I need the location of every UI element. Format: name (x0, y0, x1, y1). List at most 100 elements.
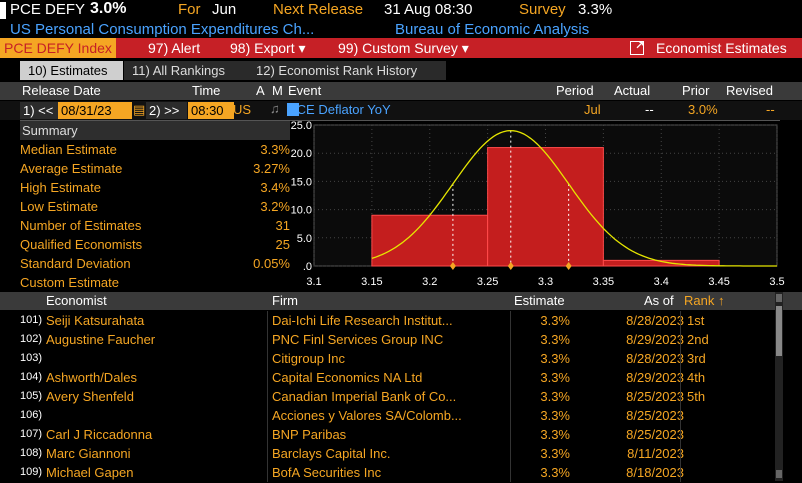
table-row[interactable]: 102) Augustine Faucher PNC Finl Services G… (20, 330, 772, 349)
col-prior[interactable]: Prior (682, 83, 710, 98)
as-of-date: 8/18/2023 (626, 465, 684, 480)
distribution-svg: .0 5.0 10.0 15.0 20.0 25.0 3.1 3.15 3.2 3.25 3.3 3.… (291, 120, 785, 288)
col-m[interactable]: M (272, 83, 283, 98)
col-rank[interactable]: Rank ↑ (684, 293, 725, 308)
firm-name[interactable]: Capital Economics NA Ltd (272, 370, 423, 385)
table-row[interactable]: 105) Avery Shenfeld Canadian Imperial Bank… (20, 387, 772, 406)
firm-name[interactable]: Dai-Ichi Life Research Institut... (272, 313, 453, 328)
firm-name[interactable]: BNP Paribas (272, 427, 347, 442)
tab-economist-rank-history[interactable]: 12) Economist Rank History (248, 61, 446, 80)
row-number[interactable]: 102) (20, 333, 43, 345)
economist-estimates-link[interactable]: Economist Estimates (656, 40, 787, 56)
table-row[interactable]: 104) Ashworth/Dales Capital Economics NA L… (20, 368, 772, 387)
firm-name[interactable]: BofA Securities Inc (272, 465, 382, 480)
row-number[interactable]: 107) (20, 428, 43, 440)
security-header: PCE DEFY 3.0% For Jun Next Release 31 Au… (0, 0, 802, 21)
export-button[interactable]: 98) Export ▾ (230, 40, 306, 56)
table-scrollbar[interactable] (775, 292, 783, 481)
row-number[interactable]: 103) (20, 352, 43, 364)
table-row[interactable]: 106) Acciones y Valores SA/Colomb... 3.3% 8… (20, 406, 772, 425)
economist-name[interactable]: Marc Giannoni (46, 446, 131, 461)
scroll-up-arrow[interactable] (776, 294, 782, 302)
column-divider (510, 406, 511, 425)
survey-value: 3.3% (578, 1, 613, 18)
rank-value: 2nd (687, 332, 709, 347)
economist-name[interactable]: Avery Shenfeld (46, 389, 134, 404)
economist-name[interactable]: Carl J Riccadonna (46, 427, 153, 442)
estimate-value: 3.3% (540, 427, 570, 442)
row-number[interactable]: 106) (20, 409, 43, 421)
table-row[interactable]: 107) Carl J Riccadonna BNP Paribas 3.3% 8/25… (20, 425, 772, 444)
subtitle-bar: US Personal Consumption Expenditures Ch.… (0, 21, 802, 38)
estimate-value: 3.3% (540, 465, 570, 480)
y-tick-label: .0 (303, 261, 312, 273)
event-name[interactable]: PCE Deflator YoY (288, 102, 391, 117)
table-row[interactable]: 108) Marc Giannoni Barclays Capital Inc. 3.… (20, 444, 772, 463)
column-divider (510, 330, 511, 349)
event-header: Release Date Time A M Event Period Actua… (0, 82, 802, 100)
next-release-button[interactable]: 2) >> (146, 102, 187, 119)
row-number[interactable]: 105) (20, 390, 43, 402)
row-number[interactable]: 101) (20, 314, 43, 326)
col-economist[interactable]: Economist (46, 293, 107, 308)
firm-name[interactable]: Citigroup Inc (272, 351, 345, 366)
col-a[interactable]: A (256, 83, 265, 98)
custom-survey-button[interactable]: 99) Custom Survey ▾ (338, 40, 469, 56)
table-row[interactable]: 103) Citigroup Inc 3.3% 8/28/2023 3rd (20, 349, 772, 368)
event-checkbox[interactable] (287, 103, 299, 116)
tab-estimates[interactable]: 10) Estimates (20, 61, 123, 80)
economist-name[interactable]: Michael Gapen (46, 465, 134, 480)
economist-name[interactable]: Seiji Katsurahata (46, 313, 145, 328)
col-revised[interactable]: Revised (726, 83, 773, 98)
table-row[interactable]: 109) Michael Gapen BofA Securities Inc 3.3%… (20, 463, 772, 482)
col-estimate[interactable]: Estimate (514, 293, 565, 308)
security-field[interactable]: PCE DEFY Index (0, 38, 116, 58)
bell-icon[interactable]: ♫ (270, 101, 280, 116)
y-tick-label: 20.0 (291, 148, 312, 160)
x-tick-label: 3.15 (361, 276, 382, 288)
column-divider (680, 311, 681, 330)
col-firm[interactable]: Firm (272, 293, 298, 308)
table-row[interactable]: 101) Seiji Katsurahata Dai-Ichi Life Resea… (20, 311, 772, 330)
col-actual[interactable]: Actual (614, 83, 651, 98)
tab-bar: 10) Estimates 11) All Rankings 12) Econo… (0, 61, 802, 80)
row-number[interactable]: 108) (20, 447, 43, 459)
firm-name[interactable]: Canadian Imperial Bank of Co... (272, 389, 457, 404)
as-of-date: 8/29/2023 (626, 370, 684, 385)
release-date-field[interactable]: 08/31/23 (58, 102, 132, 119)
scroll-down-arrow[interactable] (776, 470, 782, 478)
column-divider (267, 387, 268, 406)
calendar-icon[interactable]: ▤ (133, 102, 146, 117)
tab-all-rankings[interactable]: 11) All Rankings (124, 61, 256, 80)
summary-row: Number of Estimates 31 (20, 216, 290, 235)
prev-release-button[interactable]: 1) << (20, 102, 59, 119)
col-as-of[interactable]: As of (644, 293, 674, 308)
firm-name[interactable]: Barclays Capital Inc. (272, 446, 391, 461)
summary-row: Standard Deviation 0.05% (20, 254, 290, 273)
release-time-field[interactable]: 08:30 (188, 102, 234, 119)
scroll-thumb[interactable] (776, 306, 782, 356)
x-tick-label: 3.5 (769, 276, 784, 288)
firm-name[interactable]: PNC Finl Services Group INC (272, 332, 444, 347)
row-number[interactable]: 104) (20, 371, 43, 383)
col-release-date[interactable]: Release Date (22, 83, 101, 98)
summary-title: Summary (22, 123, 78, 138)
col-event[interactable]: Event (288, 83, 322, 98)
x-tick-label: 3.45 (708, 276, 729, 288)
col-time[interactable]: Time (192, 83, 221, 98)
estimate-distribution-chart: .0 5.0 10.0 15.0 20.0 25.0 3.1 3.15 3.2 3.25 3.3 3.… (290, 120, 802, 292)
col-period[interactable]: Period (556, 83, 594, 98)
alert-button[interactable]: 97) Alert (148, 40, 201, 56)
summary-label: Median Estimate (20, 142, 117, 157)
summary-label: High Estimate (20, 180, 101, 195)
economist-name[interactable]: Augustine Faucher (46, 332, 156, 347)
summary-label: Number of Estimates (20, 218, 142, 233)
histogram-bar (371, 214, 489, 267)
event-prior: 3.0% (688, 102, 718, 117)
estimate-value: 3.3% (540, 351, 570, 366)
economist-name[interactable]: Ashworth/Dales (46, 370, 138, 385)
row-number[interactable]: 109) (20, 466, 43, 478)
launch-icon[interactable]: ↗ (630, 40, 644, 55)
x-tick-label: 3.1 (306, 276, 321, 288)
firm-name[interactable]: Acciones y Valores SA/Colomb... (272, 408, 462, 423)
